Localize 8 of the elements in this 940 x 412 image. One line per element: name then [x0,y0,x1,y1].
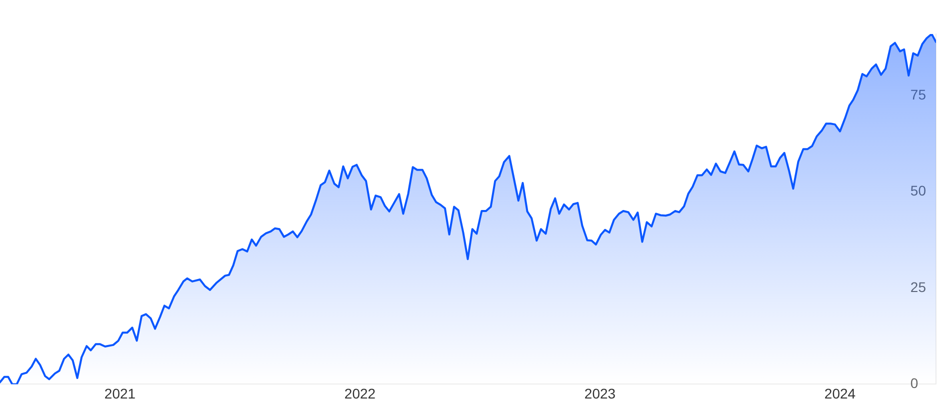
y-tick-label: 0 [910,375,918,392]
x-tick-label: 2021 [104,385,136,402]
y-tick-label: 25 [910,278,926,295]
x-tick-label: 2024 [824,385,856,402]
y-tick-label: 75 [910,86,926,102]
x-tick-label: 2023 [584,385,616,402]
y-tick-label: 50 [910,182,926,199]
x-tick-label: 2022 [344,385,376,402]
